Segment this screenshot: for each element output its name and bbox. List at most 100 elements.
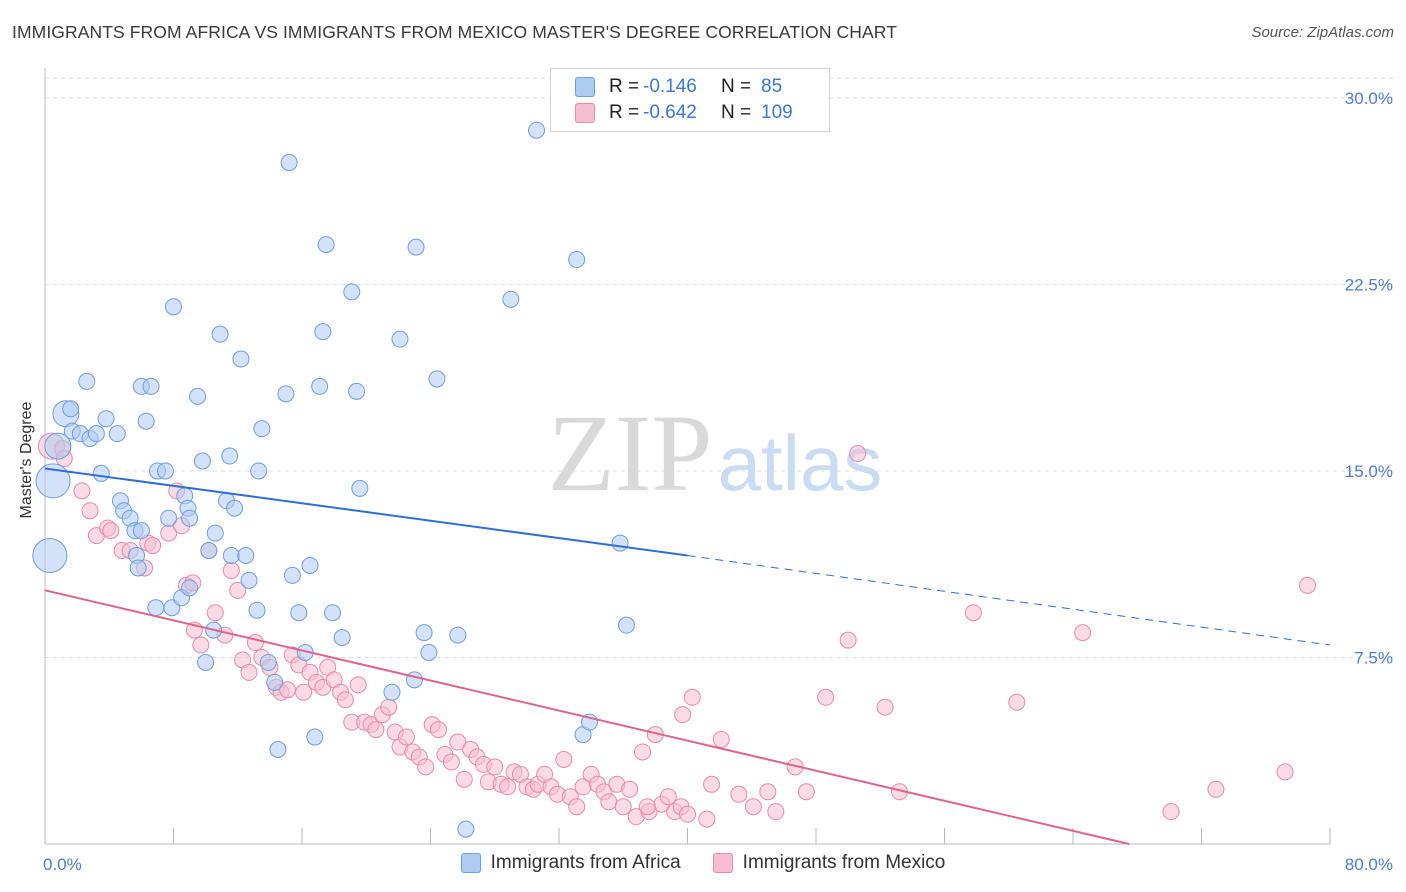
africa-point [44,432,72,460]
africa-point [528,121,546,139]
africa-point [280,154,298,172]
africa-point [248,601,266,619]
africa-point [108,425,126,443]
mexico-point [206,604,224,622]
legend-row-africa: R = -0.146 N = 85 [575,74,782,100]
legend-item-mexico[interactable]: Immigrants from Mexico [712,852,946,874]
legend-n-value: 85 [761,76,783,97]
legend-swatch-mexico [575,103,595,123]
africa-point [147,599,165,617]
africa-point [383,683,401,701]
africa-point [391,330,409,348]
series-africa-points [32,121,635,838]
chart-title: IMMIGRANTS FROM AFRICA VS IMMIGRANTS FRO… [12,22,897,42]
africa-point [189,387,207,405]
mexico-point [349,676,367,694]
africa-point [306,728,324,746]
africa-point [617,616,635,634]
mexico-point [679,805,696,823]
africa-point [165,298,182,316]
mexico-point [102,522,120,540]
mexico-point [712,731,730,749]
mexico-point [659,788,677,806]
mexico-point [1162,803,1180,821]
africa-point [502,290,520,308]
legend-item-africa[interactable]: Immigrants from Africa [460,852,681,874]
africa-point [333,629,351,647]
africa-point [301,556,319,574]
watermark-atlas: atlas [718,419,883,507]
mexico-point [486,758,504,776]
watermark-zip: ZIP [548,392,713,514]
mexico-point [621,780,639,798]
africa-point [132,522,150,540]
mexico-point [683,688,701,706]
legend-n-value: 109 [761,102,793,123]
africa-point [449,626,467,644]
africa-point [232,350,250,368]
africa-point [324,604,342,622]
mexico-point [1008,693,1026,711]
x-tick-label: 0.0% [43,855,82,874]
legend-swatch-africa [460,853,481,873]
mexico-point [568,798,586,816]
africa-point [206,524,224,542]
mexico-point [367,721,385,739]
mexico-point [222,561,240,579]
mexico-point [964,604,982,622]
africa-point [221,447,239,465]
legend-r-label: R = [609,76,640,97]
mexico-trend-line [44,589,1130,845]
legend-n-label: N = [721,76,752,97]
africa-point [259,653,277,671]
africa-point [181,579,199,597]
mexico-point [81,502,99,520]
africa-point [266,673,284,691]
mexico-point [240,663,258,681]
mexico-point [295,683,313,701]
africa-point [283,566,301,584]
africa-point [97,410,115,428]
mexico-point [417,758,435,776]
africa-point [314,323,332,341]
africa-point [351,479,369,497]
mexico-point [246,634,264,652]
africa-point [457,820,475,838]
mexico-point [674,706,692,724]
x-tick-label: 80.0% [1345,855,1393,874]
africa-point [250,462,268,480]
legend-swatch-mexico [712,853,733,873]
africa-point [269,740,287,758]
source-label: Source: ZipAtlas.com [1251,24,1394,41]
africa-point [277,385,295,403]
africa-point [62,400,80,418]
mexico-point [380,698,398,716]
mexico-point [229,581,247,599]
mexico-point [817,688,835,706]
legend-label-mexico: Immigrants from Mexico [742,852,946,873]
africa-point [160,509,178,527]
mexico-point [1299,576,1317,594]
africa-point [156,462,174,480]
mexico-point [455,770,473,788]
africa-point [415,624,433,642]
africa-point [348,382,366,400]
legend-label-africa: Immigrants from Africa [490,852,681,873]
watermark: ZIP atlas [548,392,883,514]
y-tick-label: 7.5% [1354,648,1393,667]
africa-point [253,420,271,438]
mexico-point [634,743,652,761]
grid-lines [45,77,1395,658]
africa-point [193,452,211,470]
mexico-point [614,798,632,816]
africa-point [311,377,329,395]
y-tick-label: 30.0% [1345,89,1393,108]
africa-point [222,547,240,565]
mexico-point [555,750,573,768]
mexico-point [744,798,762,816]
africa-point [290,604,308,622]
mexico-point [499,778,517,796]
legend-n-label: N = [721,102,752,123]
africa-point [211,325,229,343]
mexico-point [192,636,210,654]
